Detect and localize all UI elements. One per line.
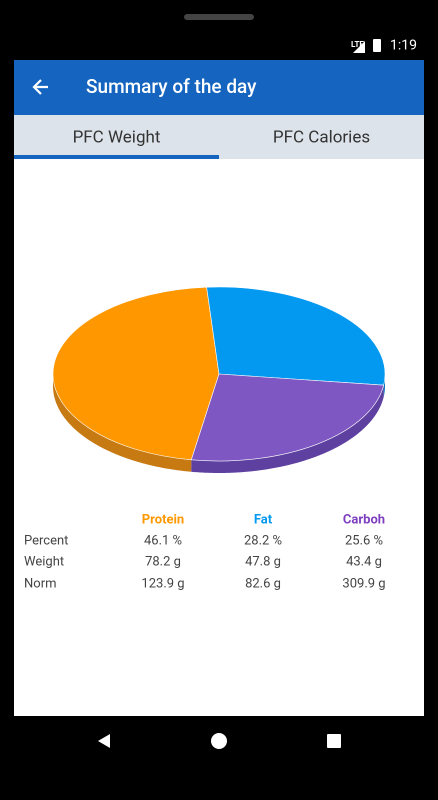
table-cell: 28.2 %	[244, 533, 282, 548]
table-cell: 47.8 g	[245, 554, 281, 569]
table-cell: 43.4 g	[346, 554, 382, 569]
tab-bar	[14, 115, 424, 159]
battery-icon	[373, 39, 381, 52]
row-label: Weight	[24, 554, 64, 569]
slice-side	[53, 374, 192, 472]
pie-chart	[52, 286, 386, 473]
status-bar	[14, 30, 424, 60]
summary-table: Protein Fat Carboh Percent 46.1 % 28.2 % 25.6 …	[24, 512, 386, 591]
status-time: 1:19	[390, 38, 417, 54]
tab-label: PFC Weight	[73, 127, 161, 147]
pie-slice	[190, 373, 385, 462]
row-label: Norm	[24, 576, 57, 591]
table-cell: 25.6 %	[345, 533, 383, 548]
network-label: LTE	[351, 40, 364, 49]
app-bar	[14, 60, 424, 115]
app-bar-title: Summary of the day	[86, 75, 257, 98]
back-button[interactable]	[32, 79, 48, 95]
row-label: Percent	[24, 533, 68, 548]
pie-slice	[52, 286, 220, 461]
table-cell: 78.2 g	[145, 554, 181, 569]
column-header: Protein	[142, 512, 184, 527]
table-cell: 46.1 %	[144, 533, 182, 548]
speaker	[184, 14, 254, 20]
table-cell: 309.9 g	[342, 576, 385, 591]
table-cell: 82.6 g	[245, 576, 281, 591]
table-cell: 123.9 g	[141, 576, 184, 591]
nav-back[interactable]	[98, 734, 110, 748]
column-header: Fat	[254, 512, 273, 527]
nav-home[interactable]	[211, 733, 227, 749]
pie-slice	[206, 286, 386, 386]
signal-icon	[353, 41, 365, 53]
column-header: Carboh	[343, 512, 385, 527]
nav-recents[interactable]	[327, 734, 341, 748]
tab-indicator	[14, 155, 219, 159]
slice-side	[191, 385, 384, 473]
tab-label: PFC Calories	[273, 127, 370, 147]
